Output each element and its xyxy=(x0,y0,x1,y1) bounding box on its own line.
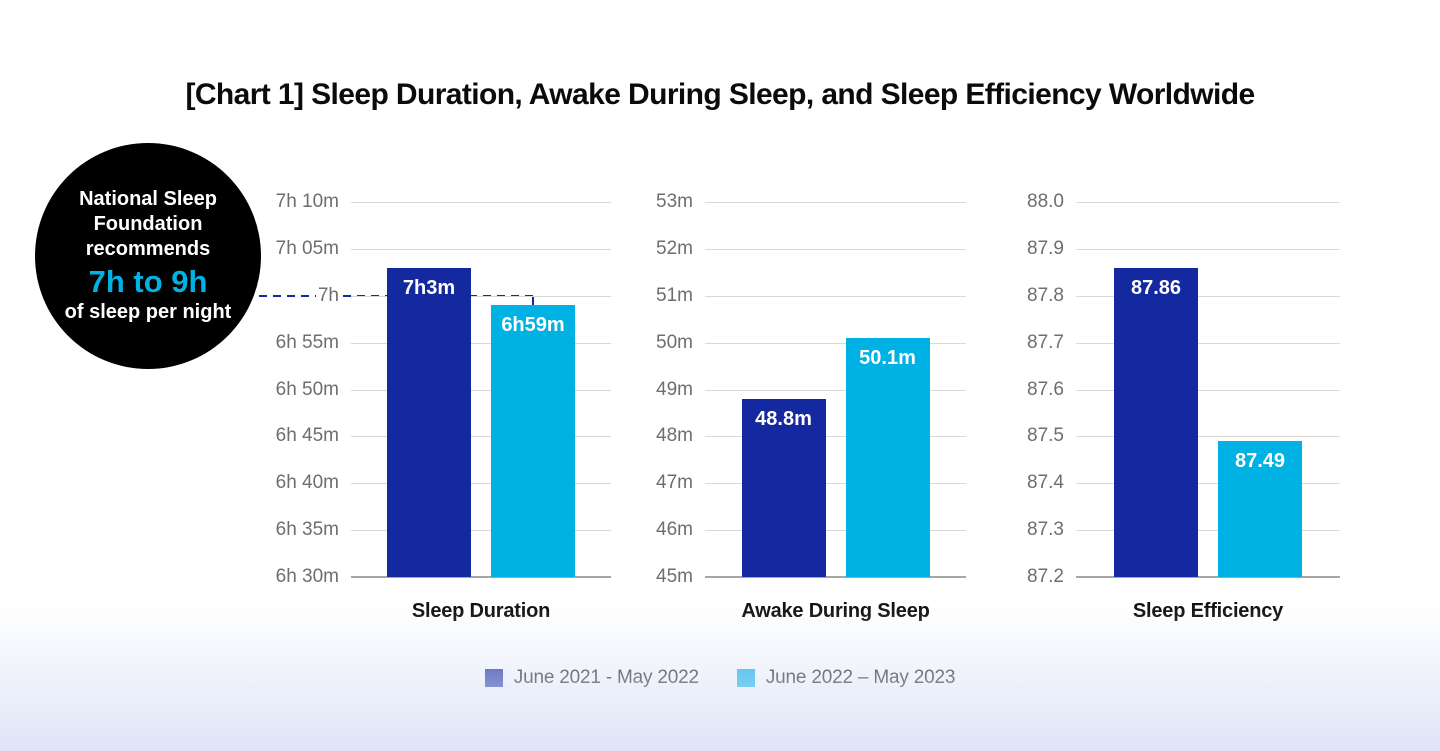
badge-text-line: Foundation xyxy=(93,212,203,235)
x-axis-baseline xyxy=(705,576,966,578)
y-tick-label: 7h 10m xyxy=(273,191,341,212)
gridline xyxy=(351,342,611,344)
bar-value-label: 50.1m xyxy=(859,347,916,369)
gridline xyxy=(351,248,611,250)
bar-value-label: 48.8m xyxy=(755,408,812,430)
gridline xyxy=(1076,389,1340,391)
legend-item-2021-2022: June 2021 - May 2022 xyxy=(484,667,699,689)
gridline xyxy=(351,389,611,391)
y-tick-label: 6h 55m xyxy=(273,331,341,353)
badge-text-line: recommends xyxy=(85,237,211,260)
page-title: [Chart 1] Sleep Duration, Awake During S… xyxy=(185,78,1255,111)
y-axis-ticks: 7h 10m 7h 05m 7h 6h 55m 6h 50m 6h 45m 6h 40m 6h… xyxy=(231,191,341,587)
y-tick-label: 87.8 xyxy=(1025,284,1066,306)
gridline xyxy=(1076,342,1340,344)
legend-label: June 2022 – May 2023 xyxy=(765,667,956,688)
y-tick-label: 7h xyxy=(315,284,341,306)
bar-sleep-duration-series1: 7h3m xyxy=(387,268,471,577)
gridline xyxy=(351,483,611,485)
bar-sleep-efficiency-series1: 87.86 xyxy=(1114,268,1198,577)
gridline xyxy=(351,295,611,297)
gridline xyxy=(1076,530,1340,532)
y-tick-label: 6h 30m xyxy=(273,566,341,587)
y-tick-label: 87.2 xyxy=(1025,566,1066,587)
y-tick-label: 6h 45m xyxy=(273,425,341,447)
y-tick-label: 53m xyxy=(654,191,695,212)
bar-value-label: 7h3m xyxy=(402,277,456,299)
y-tick-label: 47m xyxy=(654,472,695,494)
legend-item-2022-2023: June 2022 – May 2023 xyxy=(736,667,956,689)
bar-sleep-duration-series2: 6h59m xyxy=(491,305,575,577)
y-tick-label: 48m xyxy=(654,425,695,447)
y-tick-label: 6h 40m xyxy=(273,472,341,494)
y-tick-label: 87.9 xyxy=(1025,237,1066,259)
gridline xyxy=(705,248,966,250)
y-tick-label: 52m xyxy=(654,237,695,259)
y-tick-label: 7h 05m xyxy=(273,237,341,259)
x-axis-baseline xyxy=(1076,576,1340,578)
badge-text-line: National Sleep xyxy=(79,187,217,210)
plot-area: 48.8m 50.1m xyxy=(705,202,966,578)
y-tick-label: 6h 35m xyxy=(273,519,341,541)
y-tick-label: 87.7 xyxy=(1025,331,1066,353)
axis-title-awake-during-sleep: Awake During Sleep xyxy=(741,600,930,622)
gridline xyxy=(705,342,966,344)
legend-label: June 2021 - May 2022 xyxy=(513,667,699,688)
gridline xyxy=(351,436,611,438)
gridline xyxy=(705,436,966,438)
badge-highlight-value: 7h to 9h xyxy=(88,263,208,299)
badge-text-line: of sleep per night xyxy=(64,301,232,324)
gridline xyxy=(705,389,966,391)
reference-dashed-line-hook xyxy=(532,296,534,305)
y-tick-label: 87.5 xyxy=(1025,425,1066,447)
y-tick-label: 88.0 xyxy=(1025,191,1066,212)
legend-swatch-icon xyxy=(736,669,755,687)
gridline xyxy=(705,530,966,532)
x-axis-baseline xyxy=(351,576,611,578)
axis-title-sleep-efficiency: Sleep Efficiency xyxy=(1132,600,1284,622)
gridline xyxy=(705,483,966,485)
plot-area: 87.86 87.49 xyxy=(1076,202,1340,578)
y-tick-label: 50m xyxy=(654,331,695,353)
y-tick-label: 46m xyxy=(654,519,695,541)
gridline xyxy=(351,530,611,532)
gridline xyxy=(1076,483,1340,485)
gridline xyxy=(705,295,966,297)
gridline xyxy=(705,202,966,203)
recommendation-badge: National Sleep Foundation recommends 7h … xyxy=(35,143,261,369)
y-tick-label: 87.3 xyxy=(1025,519,1066,541)
bar-value-label: 87.49 xyxy=(1234,450,1286,472)
bar-value-label: 6h59m xyxy=(501,314,565,336)
y-axis-ticks: 53m 52m 51m 50m 49m 48m 47m 46m 45m xyxy=(585,191,695,587)
plot-area: 7h3m 6h59m xyxy=(351,202,611,578)
legend: June 2021 - May 2022 June 2022 – May 202… xyxy=(0,667,1440,689)
y-tick-label: 6h 50m xyxy=(273,378,341,400)
y-tick-label: 45m xyxy=(654,566,695,587)
gridline xyxy=(1076,248,1340,250)
y-tick-label: 49m xyxy=(654,378,695,400)
y-axis-ticks: 88.0 87.9 87.8 87.7 87.6 87.5 87.4 87.3 87.2 xyxy=(956,191,1066,587)
gridline xyxy=(1076,202,1340,203)
legend-swatch-icon xyxy=(484,669,503,687)
y-tick-label: 51m xyxy=(654,284,695,306)
bar-sleep-efficiency-series2: 87.49 xyxy=(1218,441,1302,577)
gridline xyxy=(1076,295,1340,297)
bar-value-label: 87.86 xyxy=(1130,277,1182,299)
bar-awake-during-sleep-series1: 48.8m xyxy=(741,399,826,577)
gridline xyxy=(1076,436,1340,438)
gridline xyxy=(351,202,611,203)
axis-title-sleep-duration: Sleep Duration xyxy=(411,600,551,622)
bar-awake-during-sleep-series2: 50.1m xyxy=(845,338,930,577)
y-tick-label: 87.6 xyxy=(1025,378,1066,400)
y-tick-label: 87.4 xyxy=(1025,472,1066,494)
